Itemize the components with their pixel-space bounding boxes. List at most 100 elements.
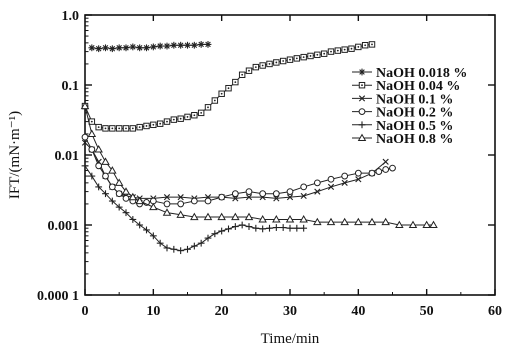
data-point [293, 224, 301, 232]
data-point [259, 62, 266, 69]
data-point [272, 190, 280, 198]
data-point [95, 162, 103, 170]
legend-item: NaOH 0.018 % [352, 66, 467, 81]
data-point [143, 44, 150, 52]
y-axis-title: IFT/(mN·m⁻¹) [7, 111, 23, 199]
data-point [87, 129, 97, 137]
data-point [429, 220, 438, 229]
data-point [88, 172, 96, 180]
legend-label: NaOH 0.8 % [376, 132, 453, 147]
data-point [204, 41, 212, 48]
data-point [313, 217, 322, 226]
data-point [108, 197, 116, 205]
data-point [108, 166, 117, 174]
data-point [163, 42, 171, 50]
data-point [115, 203, 123, 211]
data-point [163, 200, 171, 208]
data-point [176, 210, 185, 218]
data-point [355, 43, 362, 51]
x-tick-label: 50 [420, 304, 434, 319]
data-point [101, 157, 110, 165]
data-point [122, 125, 130, 132]
data-point [279, 224, 287, 231]
data-point [94, 145, 103, 153]
series-line [84, 136, 393, 205]
data-point [355, 176, 362, 183]
data-point [95, 123, 102, 131]
data-point [286, 224, 294, 232]
data-point [299, 215, 308, 223]
data-point [163, 244, 171, 252]
data-point [358, 68, 366, 76]
data-point [358, 95, 366, 102]
data-point [313, 179, 321, 187]
data-point [122, 209, 130, 217]
data-point [259, 190, 267, 198]
data-point [286, 56, 294, 63]
y-tick-label: 1.0 [62, 9, 80, 24]
data-point [149, 202, 158, 211]
legend-item: NaOH 0.2 % [352, 106, 453, 121]
data-point [357, 133, 367, 142]
data-point [88, 146, 96, 153]
data-point [135, 196, 144, 205]
y-tick-label: 0.01 [55, 149, 80, 164]
data-point [184, 245, 191, 253]
legend-label: NaOH 0.2 % [376, 106, 453, 121]
data-point [108, 45, 116, 53]
data-point [232, 195, 239, 202]
data-point [156, 42, 164, 50]
legend-label: NaOH 0.018 % [376, 66, 467, 81]
data-point [204, 234, 212, 242]
data-point [225, 84, 232, 92]
data-point [217, 212, 226, 221]
data-point [314, 51, 321, 59]
data-point [293, 55, 301, 62]
data-point [190, 212, 199, 221]
data-point [204, 197, 212, 205]
data-point [327, 48, 335, 55]
x-tick-label: 10 [146, 304, 160, 319]
series-4 [81, 133, 396, 208]
data-point [354, 217, 363, 226]
data-point [149, 43, 157, 51]
data-point [197, 41, 205, 48]
data-point [129, 125, 137, 132]
data-point [121, 187, 131, 195]
data-point [122, 194, 130, 202]
data-point [259, 225, 267, 233]
data-point [245, 223, 253, 230]
data-point [218, 90, 225, 97]
data-point [156, 239, 164, 247]
series-6 [80, 101, 438, 229]
data-point [408, 220, 418, 229]
data-point [300, 192, 307, 200]
data-point [143, 226, 150, 234]
data-point [232, 78, 239, 86]
legend-item: NaOH 0.5 % [352, 119, 453, 134]
data-point [358, 81, 366, 89]
data-point [272, 224, 280, 231]
data-point [334, 47, 342, 54]
data-point [245, 188, 253, 195]
data-point [129, 43, 137, 51]
data-point [273, 59, 280, 66]
y-axis: 1.0 0.1 0.01 0.001 0.000 1 [37, 9, 495, 304]
data-point [102, 172, 109, 180]
data-point [203, 212, 213, 221]
data-point [95, 45, 103, 53]
data-point [341, 172, 349, 180]
data-point [273, 195, 280, 202]
data-point [115, 125, 123, 132]
data-point [300, 224, 308, 232]
data-point [266, 60, 273, 68]
data-point [190, 242, 198, 250]
data-point [252, 63, 260, 71]
legend-label: NaOH 0.04 % [376, 79, 460, 94]
data-point [102, 44, 109, 52]
data-point [327, 183, 335, 191]
data-point [245, 194, 253, 201]
data-point [389, 164, 396, 172]
data-point [204, 104, 212, 111]
